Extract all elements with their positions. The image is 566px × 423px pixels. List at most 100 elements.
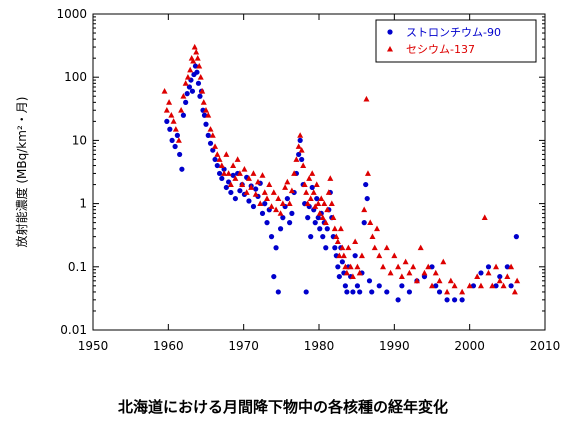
cs137-point xyxy=(356,269,363,276)
sr90-point xyxy=(264,220,270,226)
cs137-point xyxy=(209,132,216,138)
cs137-point xyxy=(383,244,390,251)
sr90-point xyxy=(259,210,266,216)
cs137-point xyxy=(402,258,409,265)
cs137-point xyxy=(282,184,289,190)
sr90-point xyxy=(339,259,345,265)
cs137-point xyxy=(172,126,179,132)
cs137-point xyxy=(166,99,173,105)
sr90-point xyxy=(312,220,318,226)
sr90-point xyxy=(183,99,189,105)
x-tick-label: 1950 xyxy=(78,339,109,353)
cs137-point xyxy=(190,57,197,64)
cs137-point xyxy=(429,282,435,289)
data-points xyxy=(161,43,521,303)
cs137-point xyxy=(330,214,337,221)
sr90-point xyxy=(315,215,321,221)
y-axis: 0.01 0.1 1 10 100 1000 xyxy=(56,7,545,337)
sr90-point xyxy=(513,234,519,240)
sr90-point xyxy=(275,289,281,295)
sr90-point xyxy=(253,186,259,192)
sr90-point xyxy=(289,210,295,216)
cs137-point xyxy=(191,43,198,50)
sr90-point xyxy=(344,289,350,295)
cs137-point xyxy=(199,88,206,94)
sr90-point xyxy=(184,91,190,97)
cs137-point xyxy=(161,88,168,94)
cs137-point xyxy=(184,74,191,80)
cs137-point xyxy=(324,206,331,213)
cs137-point xyxy=(328,200,335,206)
sr90-point xyxy=(223,184,229,191)
cs137-point xyxy=(295,143,302,149)
sr90-point xyxy=(228,189,234,196)
cs137-point xyxy=(337,225,344,232)
y-tick-label: 0.1 xyxy=(68,260,87,274)
cs137-point xyxy=(303,189,310,195)
cs137-point xyxy=(175,137,182,143)
cs137-point xyxy=(339,244,346,251)
cs137-point xyxy=(298,146,305,153)
cs137-point xyxy=(331,225,338,232)
cs137-point xyxy=(216,156,223,162)
cs137-point xyxy=(243,189,250,195)
cs137-point xyxy=(358,252,365,259)
cs137-point xyxy=(421,269,428,276)
cs137-point xyxy=(493,263,500,270)
cs137-point xyxy=(514,277,521,284)
cs137-point xyxy=(264,195,271,201)
x-tick-label: 1990 xyxy=(379,339,410,353)
cs137-point xyxy=(193,48,200,55)
cs137-point xyxy=(277,210,284,216)
cs137-point xyxy=(163,107,170,113)
cs137-point xyxy=(254,178,261,185)
y-tick-label: 10 xyxy=(72,133,87,147)
cs137-point xyxy=(196,62,203,69)
sr90-point xyxy=(357,289,363,295)
cs137-point xyxy=(374,225,381,232)
sr90-point xyxy=(342,283,348,289)
x-axis: 1950 1960 1970 1980 1990 2000 2010 xyxy=(78,14,560,353)
cs137-point xyxy=(275,195,282,201)
cs137-point xyxy=(504,273,511,279)
sr90-point xyxy=(364,195,370,202)
sr90-point xyxy=(299,156,305,163)
cs137-point xyxy=(364,170,371,176)
cs137-point xyxy=(236,170,243,176)
sr90-point xyxy=(376,283,382,289)
cs137-point xyxy=(354,263,361,270)
sr90-point xyxy=(352,253,358,259)
cs137-point xyxy=(316,210,323,216)
cs137-point xyxy=(309,170,316,176)
sr90-point xyxy=(195,80,202,86)
sr90-point xyxy=(189,88,196,94)
sr90-point xyxy=(508,283,514,289)
cs137-point xyxy=(178,107,185,113)
cs137-point xyxy=(327,175,334,181)
sr90-point xyxy=(287,220,293,226)
chart: 1950 1960 1970 1980 1990 2000 2010 0.010.11101… xyxy=(14,7,560,353)
cs137-point xyxy=(459,288,466,295)
cs137-point xyxy=(334,238,341,245)
cs137-point xyxy=(380,263,387,270)
sr90-point xyxy=(433,283,439,289)
sr90-point xyxy=(297,137,303,143)
y-tick-label: 1 xyxy=(79,197,87,211)
cs137-point xyxy=(343,269,350,276)
x-tick-label: 1970 xyxy=(228,339,259,353)
cs137-point xyxy=(223,151,230,157)
cs137-point xyxy=(347,263,354,270)
cs137-point xyxy=(477,282,484,289)
x-tick-label: 1980 xyxy=(304,339,335,353)
sr90-point xyxy=(250,203,257,210)
cs137-point xyxy=(170,118,177,124)
sr90-point xyxy=(246,198,252,204)
cs137-point xyxy=(180,93,187,99)
sr90-point xyxy=(192,63,199,69)
sr90-point xyxy=(237,188,243,194)
sr90-point xyxy=(493,283,499,289)
cs137-point xyxy=(444,288,451,295)
sr90-point xyxy=(262,201,268,207)
x-tick-label: 1960 xyxy=(153,339,184,353)
cs137-point xyxy=(221,170,228,176)
